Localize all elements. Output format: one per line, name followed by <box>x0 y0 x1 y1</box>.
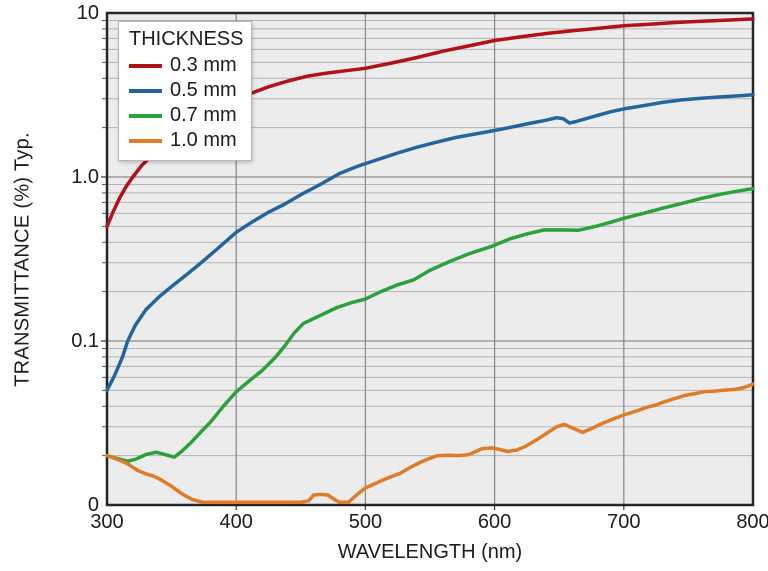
x-tick-label-800: 800 <box>736 511 768 533</box>
legend-swatch-0.3mm <box>129 63 162 68</box>
legend-swatch-1.0mm <box>129 138 162 143</box>
legend-label-0.3mm: 0.3 mm <box>170 54 237 76</box>
legend-label-0.7mm: 0.7 mm <box>170 104 237 126</box>
x-tick-label-500: 500 <box>348 511 383 533</box>
y-tick-label-10: 10 <box>76 2 99 24</box>
curve-1.0mm <box>105 382 755 504</box>
legend-item-1.0mm: 1.0 mm <box>129 128 241 153</box>
x-tick-label-600: 600 <box>477 511 512 533</box>
legend-swatch-0.7mm <box>129 113 162 118</box>
legend: THICKNESS 0.3 mm 0.5 mm 0.7 mm 1.0 mm <box>118 21 252 161</box>
legend-item-0.3mm: 0.3 mm <box>129 53 241 78</box>
y-tick-label-1.0: 1.0 <box>71 166 99 188</box>
x-tick-label-400: 400 <box>219 511 253 533</box>
x-tick-label-300: 300 <box>90 511 124 533</box>
legend-swatch-0.5mm <box>129 88 162 93</box>
x-tick-label-700: 700 <box>607 511 641 533</box>
curve-0.5mm <box>105 93 755 393</box>
y-axis-title: TRANSMITTANCE (%) Typ. <box>11 132 34 387</box>
legend-title: THICKNESS <box>129 28 244 50</box>
legend-label-0.5mm: 0.5 mm <box>170 79 237 101</box>
curve-0.7mm <box>105 186 755 463</box>
plot-frame <box>105 11 755 507</box>
legend-item-0.5mm: 0.5 mm <box>129 78 241 103</box>
y-tick-label-0.1: 0.1 <box>71 330 99 352</box>
legend-item-0.7mm: 0.7 mm <box>129 103 241 128</box>
x-axis-title: WAVELENGTH (nm) <box>337 541 523 563</box>
y-tick-label-0: 0 <box>87 494 99 516</box>
legend-label-1.0mm: 1.0 mm <box>170 129 237 151</box>
